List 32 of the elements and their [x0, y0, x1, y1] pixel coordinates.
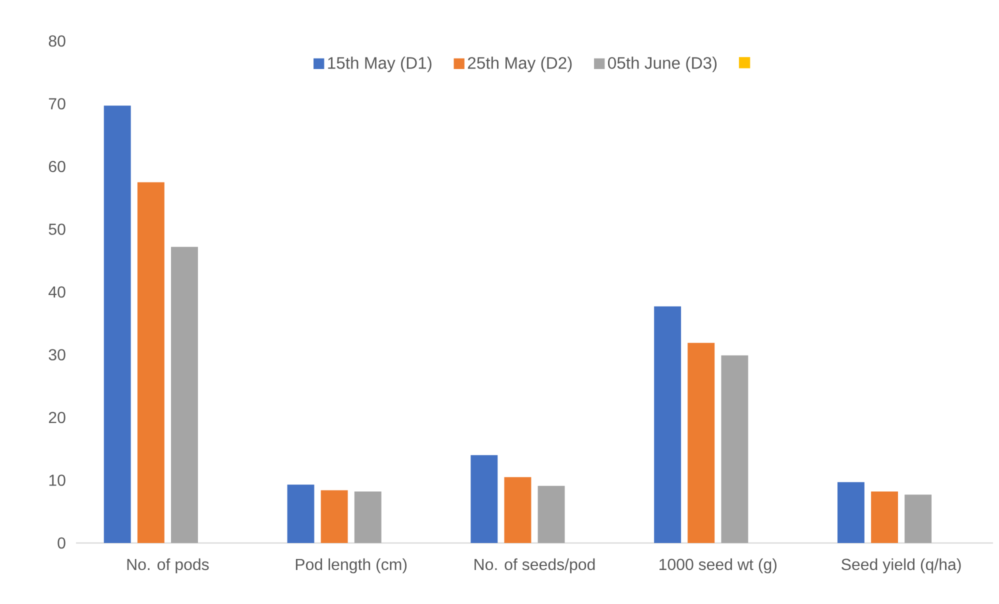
legend-label: 15th May (D1): [328, 56, 432, 72]
x-tick-label: No. of pods: [127, 558, 209, 574]
bar: [904, 494, 932, 543]
x-tick-label: Seed yield (q/ha): [842, 558, 961, 574]
bar: [721, 355, 748, 543]
y-tick-label: 50: [48, 224, 66, 235]
bar: [654, 306, 682, 543]
y-tick-label: 40: [48, 286, 66, 298]
y-tick-label: 80: [48, 35, 66, 47]
bar: [837, 482, 864, 543]
bar: [538, 486, 565, 543]
bar: [104, 106, 131, 543]
y-tick-label: 10: [49, 474, 66, 486]
bar: [871, 492, 898, 543]
bar: [137, 182, 164, 543]
x-tick-label: No. of seeds/pod: [474, 558, 595, 574]
bar: [354, 492, 382, 543]
bar: [320, 490, 348, 543]
y-tick-label: 60: [48, 160, 66, 172]
legend-label: 05th June (D3): [608, 56, 717, 72]
bar: [470, 455, 498, 543]
bar: [171, 246, 198, 543]
y-tick-label: 30: [48, 349, 66, 360]
bar: [688, 342, 715, 543]
x-tick-label: 1000 seed wt (g): [660, 558, 776, 574]
y-tick-label: 0: [58, 537, 66, 549]
x-tick-label: Pod length (cm): [296, 558, 407, 574]
bar: [287, 484, 314, 543]
y-tick-label: 70: [48, 98, 66, 110]
y-tick-label: 20: [48, 412, 66, 424]
bar: [504, 477, 532, 543]
legend-label: 25th May (D2): [468, 56, 572, 72]
